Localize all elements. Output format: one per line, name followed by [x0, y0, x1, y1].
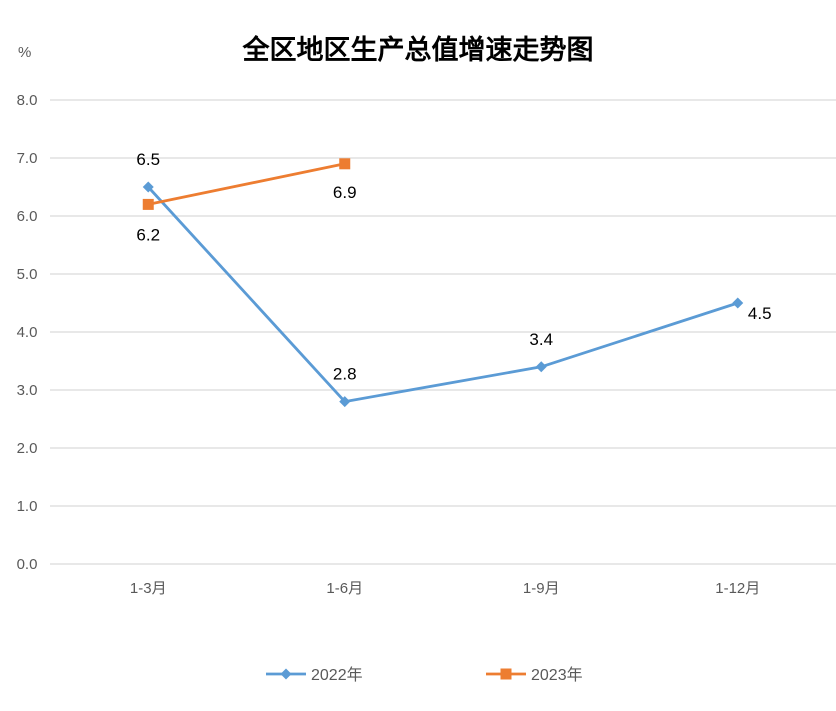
series-1-point — [142, 198, 154, 210]
y-tick-label: 5.0 — [17, 266, 38, 283]
series-0-point — [732, 297, 744, 309]
y-tick-label: 0.0 — [17, 556, 38, 573]
x-tick-label: 1-12月 — [715, 580, 760, 597]
series-0-point — [339, 396, 351, 408]
y-tick-label: 1.0 — [17, 498, 38, 515]
chart-title: 全区地区生产总值增速走势图 — [242, 35, 594, 66]
data-label: 3.4 — [529, 330, 553, 349]
y-tick-label: 3.0 — [17, 382, 38, 399]
y-tick-label: 8.0 — [17, 92, 38, 109]
x-tick-label: 1-9月 — [523, 580, 560, 597]
series-0-point — [142, 181, 154, 193]
legend-1-label: 2023年 — [531, 666, 583, 684]
y-axis-unit-label: % — [18, 44, 32, 61]
data-label: 2.8 — [333, 365, 357, 384]
data-label: 6.5 — [136, 150, 160, 169]
x-tick-label: 1-3月 — [130, 580, 167, 597]
y-tick-label: 4.0 — [17, 324, 38, 341]
y-tick-label: 6.0 — [17, 208, 38, 225]
x-tick-label: 1-6月 — [326, 580, 363, 597]
data-label: 6.2 — [136, 225, 160, 244]
series-1-point — [500, 668, 512, 680]
y-tick-label: 7.0 — [17, 150, 38, 167]
data-label: 4.5 — [748, 304, 772, 323]
legend-0-label: 2022年 — [311, 666, 363, 684]
data-label: 6.9 — [333, 183, 357, 202]
y-tick-label: 2.0 — [17, 440, 38, 457]
series-1-point — [339, 158, 351, 170]
series-1-line — [147, 162, 346, 206]
series-0-point — [535, 361, 547, 373]
series-0-point — [280, 668, 292, 680]
series-0-line — [147, 186, 739, 404]
